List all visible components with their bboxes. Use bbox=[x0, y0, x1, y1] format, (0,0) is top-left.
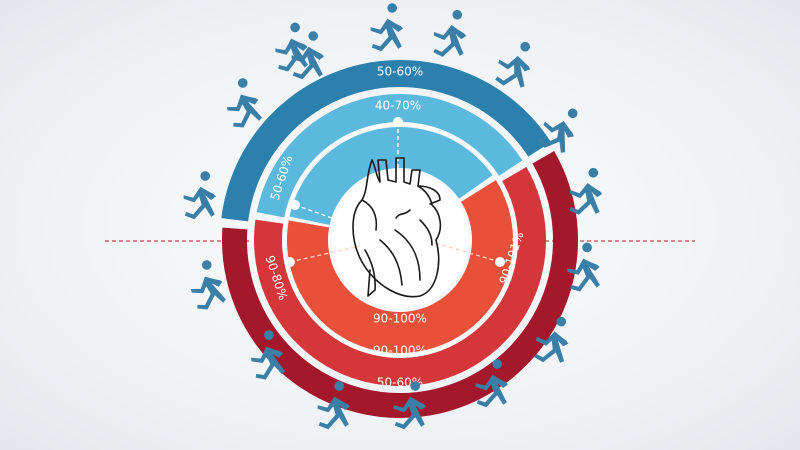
inner-red-arc bbox=[287, 180, 513, 353]
runner-icon bbox=[534, 316, 569, 363]
runner-icon bbox=[569, 167, 603, 215]
runner-icon bbox=[291, 31, 324, 80]
inner-blue-arc bbox=[289, 127, 493, 226]
runner-icon bbox=[183, 171, 216, 220]
anatomical-heart-icon bbox=[352, 157, 442, 298]
connector-line bbox=[289, 245, 361, 263]
middle-red-arc bbox=[254, 167, 547, 386]
runner-icon bbox=[475, 359, 508, 408]
connector-dot bbox=[495, 257, 505, 267]
runners bbox=[183, 3, 603, 430]
outer-blue-arc bbox=[221, 60, 551, 222]
runner-icon bbox=[567, 242, 600, 292]
runner-icon bbox=[370, 3, 403, 52]
middle-blue-label: 40-70% bbox=[375, 99, 421, 113]
middle-blue-arc bbox=[256, 93, 523, 218]
runner-icon bbox=[317, 381, 350, 430]
center-disc bbox=[332, 172, 468, 308]
runner-icon bbox=[250, 330, 286, 380]
connector-line bbox=[431, 241, 501, 263]
runner-icon bbox=[433, 9, 467, 57]
zone-rings bbox=[221, 60, 579, 418]
outer-red-arc bbox=[221, 151, 579, 418]
connector-dot bbox=[285, 257, 295, 267]
connector-line bbox=[294, 204, 353, 226]
connector-lines bbox=[285, 117, 505, 267]
runner-icon bbox=[275, 22, 308, 72]
connector-dot bbox=[393, 117, 403, 127]
runner-icon bbox=[393, 381, 426, 430]
runner-icon bbox=[495, 41, 531, 88]
runner-icon bbox=[537, 108, 578, 153]
inner-red-label: 90-100% bbox=[373, 312, 427, 326]
runner-icon bbox=[226, 78, 262, 128]
outer-blue-label: 50-60% bbox=[377, 65, 423, 79]
middle-red-bottom-label: 90-100% bbox=[373, 344, 427, 358]
connector-dot bbox=[290, 200, 300, 210]
runner-icon bbox=[190, 260, 226, 310]
